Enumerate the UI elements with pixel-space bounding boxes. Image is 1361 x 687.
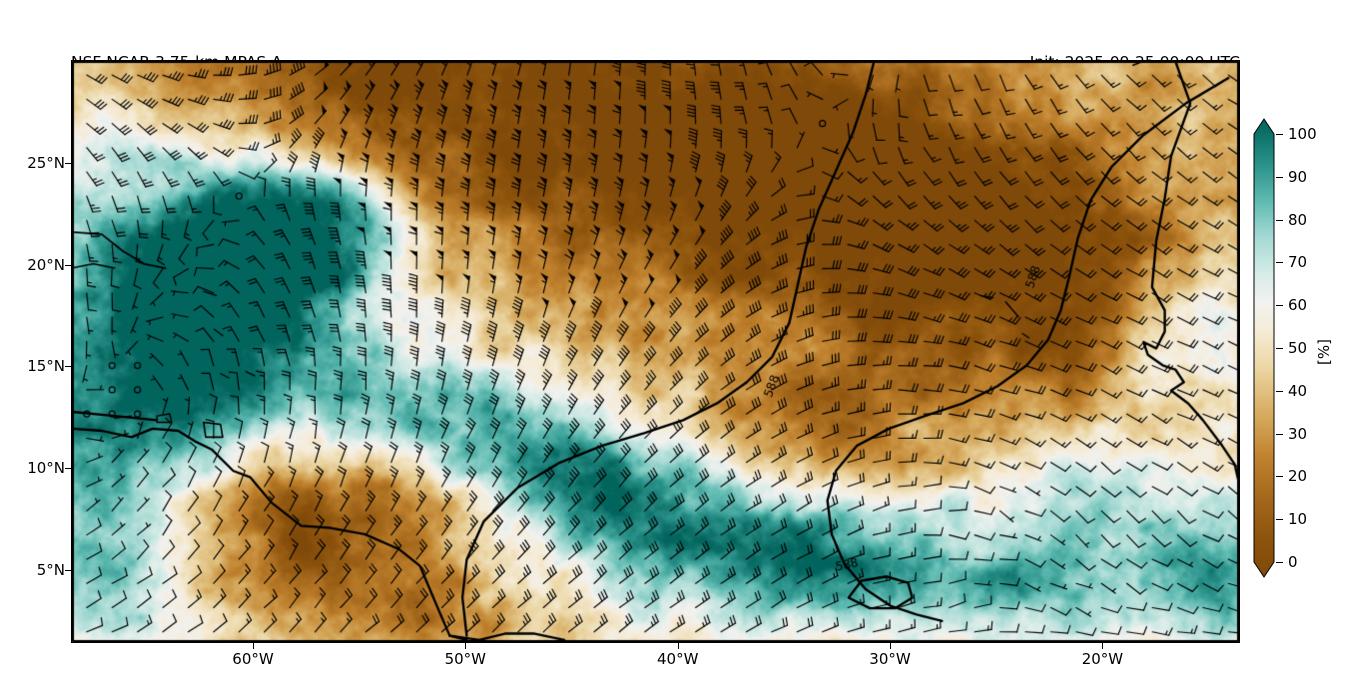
x-axis-tick-label: 20°W	[1081, 650, 1124, 668]
colorbar-tick	[1276, 305, 1283, 307]
colorbar[interactable]	[1253, 118, 1275, 578]
y-axis-tick	[65, 264, 71, 266]
x-axis-tick	[890, 643, 891, 649]
y-axis-tick-label: 5°N	[36, 560, 65, 579]
colorbar-tick-label: 100	[1288, 125, 1317, 143]
colorbar-tick-label: 30	[1288, 424, 1308, 443]
x-axis-tick	[253, 643, 254, 649]
x-axis-tick	[677, 643, 679, 649]
x-axis-tick-label: 40°W	[656, 650, 699, 668]
colorbar-tick-label: 20	[1288, 467, 1308, 486]
x-axis-tick-label: 60°W	[232, 650, 274, 668]
colorbar-tick	[1276, 433, 1283, 435]
x-axis-tick	[1102, 643, 1104, 649]
colorbar-tick-label: 70	[1288, 253, 1308, 272]
x-axis-tick-label: 30°W	[869, 650, 911, 668]
colorbar-tick-label: 60	[1288, 296, 1308, 315]
y-axis-tick	[65, 468, 71, 470]
colorbar-tick-label: 10	[1288, 510, 1308, 529]
colorbar-tick-label: 90	[1288, 167, 1308, 186]
colorbar-unit-label: [%]	[1315, 339, 1333, 365]
relative-humidity-heatmap	[72, 61, 1239, 642]
y-axis-tick	[65, 162, 71, 164]
colorbar-tick	[1276, 219, 1283, 221]
colorbar-tick-label: 50	[1288, 339, 1308, 357]
colorbar-tick	[1276, 519, 1283, 521]
y-axis-tick-label: 25°N	[27, 153, 65, 172]
map-plot-area[interactable]	[71, 60, 1240, 643]
colorbar-gradient	[1253, 118, 1275, 578]
colorbar-tick-label: 40	[1288, 381, 1308, 400]
colorbar-tick	[1276, 390, 1283, 392]
colorbar-tick	[1276, 134, 1283, 135]
colorbar-tick	[1276, 348, 1283, 349]
colorbar-tick-label: 80	[1288, 210, 1308, 229]
colorbar-tick	[1276, 262, 1283, 264]
y-axis-tick-label: 15°N	[27, 357, 65, 376]
colorbar-tick	[1276, 476, 1283, 478]
colorbar-tick	[1276, 176, 1283, 178]
y-axis-tick	[65, 366, 71, 368]
colorbar-tick	[1276, 562, 1283, 563]
x-axis-tick-label: 50°W	[444, 650, 487, 668]
y-axis-tick	[65, 569, 71, 571]
x-axis-tick	[465, 643, 467, 649]
y-axis-tick-label: 20°N	[27, 255, 65, 274]
colorbar-tick-label: 0	[1288, 553, 1298, 571]
y-axis-tick-label: 10°N	[27, 459, 65, 478]
